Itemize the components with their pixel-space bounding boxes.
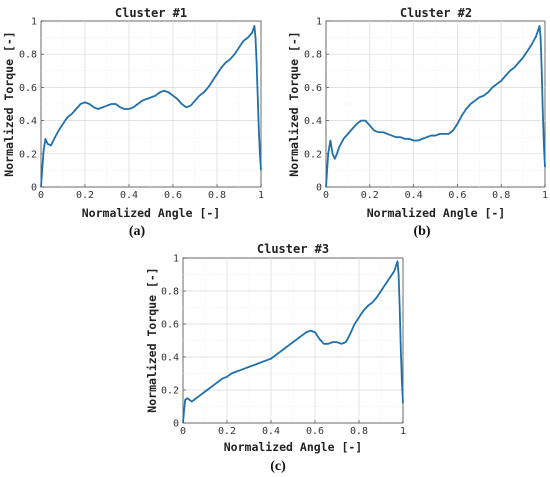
y-tick-label: 0.8 xyxy=(304,50,322,61)
panel-cluster-3: 0 0.2 0.4 0.6 0.8 100.20.40.60.81 Cluster #3 … xyxy=(145,242,406,474)
chart-title: Cluster #1 xyxy=(115,6,187,20)
x-tick-label: 0.4 xyxy=(405,190,423,201)
ticks: 0 0.2 0.4 0.6 0.8 1 0 0.2 0.4 0.6 0.8 1 xyxy=(304,17,548,202)
y-tick-label: 1 xyxy=(31,17,37,28)
chart-title: Cluster #3 xyxy=(257,242,329,256)
y-tick-label: 0 xyxy=(31,183,37,194)
panel-caption: (c) xyxy=(270,459,286,474)
x-tick-label: 0.8 xyxy=(492,190,510,201)
x-tick-label: 1 xyxy=(258,190,264,201)
series-line xyxy=(325,25,546,188)
panel-caption: (a) xyxy=(129,224,146,239)
y-tick-label: 0.4 xyxy=(19,116,37,127)
x-tick-label: 0.6 xyxy=(448,190,466,201)
y-tick-label: 0.4 xyxy=(304,116,322,127)
y-tick-label: 0.6 xyxy=(161,320,179,331)
x-tick-label: 1 xyxy=(542,190,548,201)
y-tick-label: 1 xyxy=(173,254,179,265)
y-axis-label: Normalized Torque [-] xyxy=(145,267,159,412)
x-axis-label: Normalized Angle [-] xyxy=(82,206,220,220)
y-tick-label: 0 xyxy=(316,183,322,194)
x-tick-label: 0.6 xyxy=(306,426,324,437)
x-tick-label: 0 xyxy=(180,426,186,437)
grid xyxy=(41,21,261,187)
panel-cluster-2: 0 0.2 0.4 0.6 0.8 100.20.40.60.81 Cluster #2 … xyxy=(287,6,548,239)
x-tick-label: 0.8 xyxy=(350,426,368,437)
y-tick-label: 0.6 xyxy=(19,83,37,94)
x-tick-label: 0.4 xyxy=(120,190,138,201)
x-tick-label: 0 xyxy=(323,190,329,201)
x-tick-label: 0.2 xyxy=(76,190,94,201)
panel-cluster-1: 0 0.2 0.4 0.6 0.8 100.20.40.60.81 Cluster #1 … xyxy=(2,6,264,239)
y-tick-label: 1 xyxy=(316,17,322,28)
series-line xyxy=(40,25,262,188)
x-tick-label: 0.4 xyxy=(262,426,280,437)
ticks: 0 0.2 0.4 0.6 0.8 1 0 0.2 0.4 0.6 0.8 1 xyxy=(19,17,264,202)
y-tick-label: 0.8 xyxy=(19,50,37,61)
chart-title: Cluster #2 xyxy=(400,6,472,20)
x-tick-label: 0.2 xyxy=(361,190,379,201)
x-axis-label: Normalized Angle [-] xyxy=(367,206,505,220)
series-line xyxy=(182,260,404,424)
x-tick-label: 1 xyxy=(400,426,406,437)
y-tick-label: 0.8 xyxy=(161,287,179,298)
y-tick-label: 0.2 xyxy=(19,149,37,160)
y-tick-label: 0 xyxy=(173,419,179,430)
ticks: 0 0.2 0.4 0.6 0.8 1 0 0.2 0.4 0.6 0.8 1 xyxy=(161,254,406,438)
panel-caption: (b) xyxy=(413,224,430,239)
y-tick-label: 0.4 xyxy=(161,353,179,364)
grid xyxy=(326,21,545,187)
x-tick-label: 0 xyxy=(38,190,44,201)
y-axis-label: Normalized Torque [-] xyxy=(2,31,16,176)
x-tick-label: 0.6 xyxy=(164,190,182,201)
y-axis-label: Normalized Torque [-] xyxy=(287,31,301,176)
x-axis-label: Normalized Angle [-] xyxy=(224,440,362,454)
y-tick-label: 0.2 xyxy=(304,149,322,160)
y-tick-label: 0.6 xyxy=(304,83,322,94)
y-tick-label: 0.2 xyxy=(161,386,179,397)
x-tick-label: 0.8 xyxy=(208,190,226,201)
x-tick-label: 0.2 xyxy=(218,426,236,437)
